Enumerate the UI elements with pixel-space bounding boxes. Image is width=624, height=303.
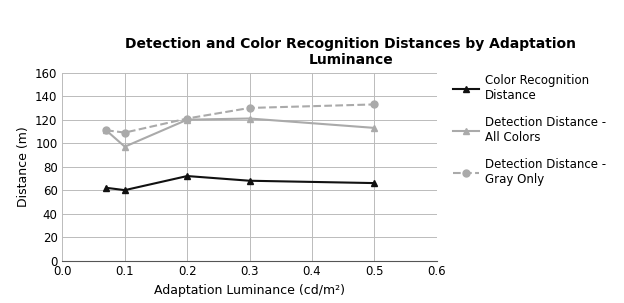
Detection Distance -
Gray Only (121, 131, 129, 135)
Color Recognition
Distance (121, 188, 129, 192)
Y-axis label: Distance (m): Distance (m) (17, 126, 29, 207)
Color Recognition
Distance (246, 179, 253, 182)
Color Recognition
Distance (183, 174, 191, 178)
Detection Distance -
All Colors (246, 117, 253, 120)
Line: Detection Distance -
Gray Only: Detection Distance - Gray Only (102, 101, 378, 136)
Title: Detection and Color Recognition Distances by Adaptation
Luminance: Detection and Color Recognition Distance… (125, 37, 576, 67)
Color Recognition
Distance (371, 181, 378, 185)
Line: Color Recognition
Distance: Color Recognition Distance (102, 173, 378, 194)
Color Recognition
Distance (102, 186, 110, 190)
Detection Distance -
Gray Only (183, 117, 191, 120)
Detection Distance -
Gray Only (246, 106, 253, 110)
Detection Distance -
All Colors (183, 118, 191, 122)
Detection Distance -
All Colors (121, 145, 129, 148)
Legend: Color Recognition
Distance, Detection Distance -
All Colors, Detection Distance : Color Recognition Distance, Detection Di… (448, 69, 610, 191)
Detection Distance -
Gray Only (102, 128, 110, 132)
X-axis label: Adaptation Luminance (cd/m²): Adaptation Luminance (cd/m²) (154, 284, 345, 297)
Line: Detection Distance -
All Colors: Detection Distance - All Colors (102, 115, 378, 150)
Detection Distance -
All Colors (371, 126, 378, 130)
Detection Distance -
All Colors (102, 128, 110, 132)
Detection Distance -
Gray Only (371, 103, 378, 106)
